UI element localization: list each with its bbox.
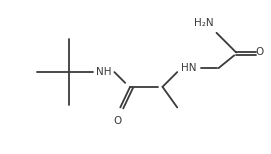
Text: H₂N: H₂N: [194, 18, 214, 28]
Text: O: O: [113, 116, 121, 126]
Text: O: O: [256, 47, 264, 57]
Text: HN: HN: [181, 63, 197, 73]
Text: NH: NH: [96, 67, 111, 77]
